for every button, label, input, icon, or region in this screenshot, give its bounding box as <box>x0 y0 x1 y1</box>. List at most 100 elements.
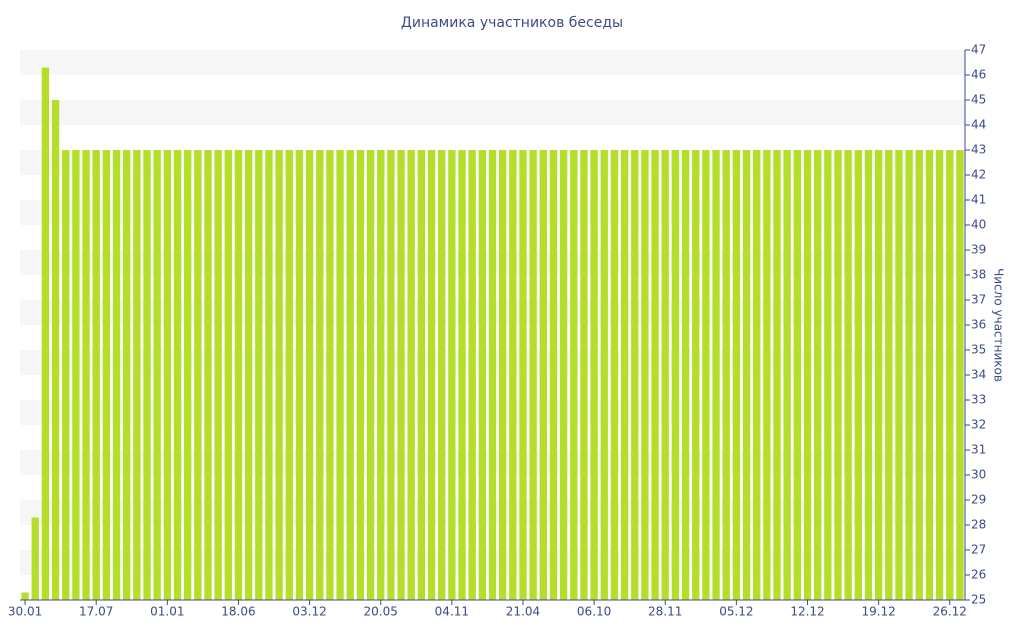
y-tick-label: 38 <box>971 268 986 282</box>
bar <box>529 150 537 600</box>
y-tick-label: 28 <box>971 518 986 532</box>
bar <box>92 150 100 600</box>
bar <box>661 150 669 600</box>
bar <box>214 150 222 600</box>
y-tick-label: 45 <box>971 93 986 107</box>
bar <box>417 150 426 600</box>
bar <box>51 100 60 600</box>
bar <box>895 150 903 600</box>
bar <box>905 150 913 600</box>
y-tick-label: 30 <box>971 468 986 482</box>
bar <box>448 150 456 600</box>
bar <box>82 150 90 600</box>
bar <box>549 150 558 600</box>
x-tick-label: 03.12 <box>292 605 326 619</box>
bar <box>935 150 944 600</box>
bar <box>559 150 568 600</box>
y-tick-label: 44 <box>971 118 986 132</box>
bar <box>570 150 578 600</box>
bar <box>834 150 842 600</box>
bar <box>946 150 954 600</box>
x-tick-label: 20.05 <box>364 605 398 619</box>
bar <box>21 592 29 600</box>
y-tick-label: 32 <box>971 418 986 432</box>
bar <box>925 150 934 600</box>
y-tick-label: 37 <box>971 293 986 307</box>
bar <box>356 150 365 600</box>
bar <box>488 150 497 600</box>
x-tick-label: 04.11 <box>435 605 469 619</box>
y-tick-label: 40 <box>971 218 986 232</box>
y-tick-label: 27 <box>971 543 986 557</box>
y-tick-label: 26 <box>971 568 986 582</box>
bar <box>285 150 293 600</box>
bar <box>265 150 273 600</box>
bar <box>742 150 751 600</box>
bar <box>468 150 476 600</box>
bar <box>681 150 690 600</box>
bar <box>366 150 375 600</box>
bar <box>295 150 304 600</box>
bar <box>41 67 50 600</box>
grid-band <box>20 100 965 125</box>
bar <box>844 150 852 600</box>
bar <box>133 150 141 600</box>
bar <box>864 150 873 600</box>
bar <box>163 150 171 600</box>
bar <box>387 150 395 600</box>
bar <box>519 150 527 600</box>
bar <box>244 150 253 600</box>
bar <box>885 150 893 600</box>
bar <box>722 150 730 600</box>
chart-title: Динамика участников беседы <box>401 15 623 31</box>
bar <box>458 150 466 600</box>
bar <box>641 150 649 600</box>
bar <box>692 150 700 600</box>
x-tick-label: 21.04 <box>506 605 540 619</box>
bar <box>539 150 547 600</box>
bar <box>773 150 781 600</box>
bar <box>874 150 883 600</box>
x-tick-label: 06.10 <box>577 605 611 619</box>
bar <box>275 150 283 600</box>
y-tick-label: 41 <box>971 193 986 207</box>
bar <box>194 150 202 600</box>
bar <box>407 150 415 600</box>
bar <box>112 150 121 600</box>
bar <box>143 150 151 600</box>
bar <box>702 150 710 600</box>
bar <box>184 150 192 600</box>
bar <box>173 150 182 600</box>
bar <box>915 150 923 600</box>
bar <box>854 150 862 600</box>
grid-band <box>20 50 965 75</box>
bar <box>153 150 161 600</box>
bar <box>346 150 354 600</box>
bar <box>377 150 385 600</box>
x-tick-label: 05.12 <box>719 605 753 619</box>
y-tick-label: 33 <box>971 393 986 407</box>
bar <box>600 150 608 600</box>
x-tick-label: 17.07 <box>79 605 113 619</box>
bar <box>326 150 334 600</box>
y-tick-label: 39 <box>971 243 986 257</box>
x-tick-label: 28.11 <box>648 605 682 619</box>
bar <box>651 150 659 600</box>
y-tick-label: 36 <box>971 318 986 332</box>
y-tick-label: 29 <box>971 493 986 507</box>
bar <box>763 150 771 600</box>
y-tick-label: 31 <box>971 443 986 457</box>
bar <box>509 150 517 600</box>
bar <box>671 150 680 600</box>
bar <box>712 150 720 600</box>
bar <box>255 150 263 600</box>
bar <box>62 150 70 600</box>
bar <box>397 150 405 600</box>
x-tick-label: 01.01 <box>150 605 184 619</box>
bar <box>590 150 598 600</box>
bar <box>234 150 243 600</box>
bar <box>31 517 39 600</box>
bar <box>956 150 964 600</box>
bar <box>305 150 314 600</box>
